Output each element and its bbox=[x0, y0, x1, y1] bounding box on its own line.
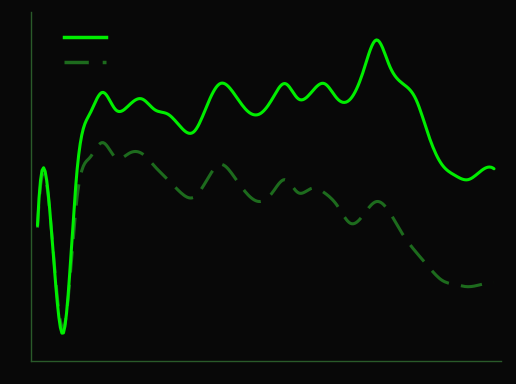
Legend: , : , bbox=[61, 29, 108, 74]
